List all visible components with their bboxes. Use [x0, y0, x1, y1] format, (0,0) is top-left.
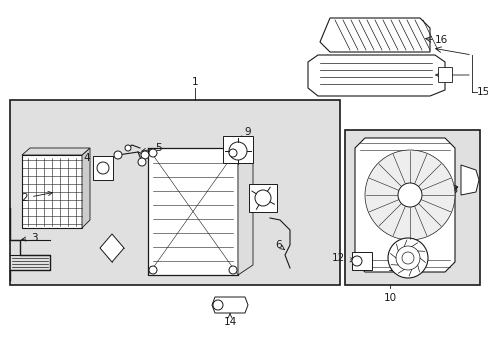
Polygon shape [212, 297, 247, 313]
Text: 16: 16 [434, 35, 447, 45]
Polygon shape [307, 55, 444, 96]
Polygon shape [22, 148, 90, 155]
Text: 9: 9 [240, 127, 251, 141]
Circle shape [401, 252, 413, 264]
Polygon shape [148, 148, 238, 275]
Circle shape [114, 151, 122, 159]
Bar [10, 100, 339, 285]
Polygon shape [460, 165, 478, 195]
Circle shape [364, 150, 454, 240]
Text: 6: 6 [274, 240, 284, 250]
Polygon shape [319, 18, 429, 52]
Text: 8: 8 [106, 248, 113, 261]
Bar [248, 184, 276, 212]
Circle shape [97, 162, 109, 174]
Circle shape [138, 158, 146, 166]
Circle shape [149, 266, 157, 274]
Polygon shape [82, 148, 90, 228]
Polygon shape [100, 234, 124, 262]
Text: 15: 15 [476, 87, 488, 97]
Circle shape [387, 238, 427, 278]
Text: 3: 3 [21, 233, 38, 243]
Circle shape [141, 151, 149, 159]
Text: 10: 10 [383, 293, 396, 303]
Text: 2: 2 [21, 192, 52, 203]
Text: 7: 7 [263, 187, 276, 198]
Bar [351, 252, 371, 270]
Circle shape [351, 256, 361, 266]
Bar [93, 156, 113, 180]
Text: 11: 11 [387, 258, 407, 273]
Circle shape [228, 266, 237, 274]
Circle shape [397, 183, 421, 207]
Text: 13: 13 [445, 185, 458, 195]
Bar [22, 155, 82, 228]
Bar [345, 130, 479, 285]
Text: 12: 12 [331, 253, 354, 263]
Polygon shape [354, 138, 454, 272]
Text: 5: 5 [142, 143, 162, 153]
Circle shape [395, 246, 419, 270]
Circle shape [228, 149, 237, 157]
Bar [437, 67, 451, 82]
Circle shape [213, 300, 223, 310]
Circle shape [254, 190, 270, 206]
Text: 1: 1 [191, 77, 198, 87]
Circle shape [125, 145, 131, 151]
Circle shape [149, 149, 157, 157]
Bar [223, 136, 252, 163]
Circle shape [228, 142, 246, 160]
Polygon shape [238, 138, 252, 275]
Text: 14: 14 [223, 314, 236, 327]
Text: 4: 4 [83, 153, 100, 166]
